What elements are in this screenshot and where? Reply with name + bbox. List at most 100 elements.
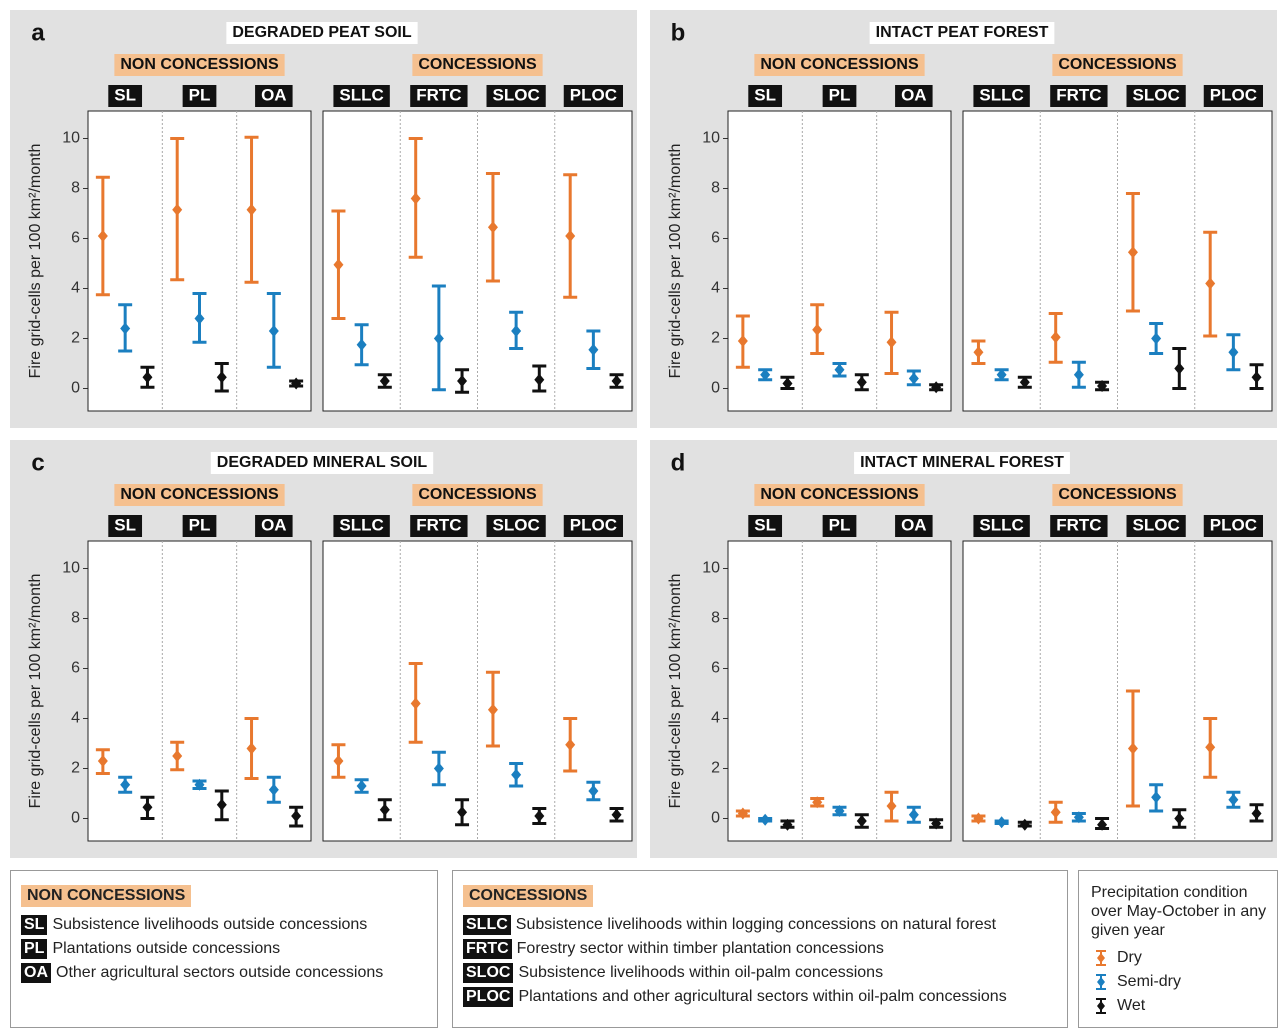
facet-label-box: [486, 85, 546, 107]
legend-item: Dry: [1091, 946, 1265, 970]
facet-label-box: [822, 85, 857, 107]
y-tick-label: 2: [711, 760, 720, 777]
mean-marker: [194, 312, 205, 325]
legend-description: Other agricultural sectors outside conce…: [56, 964, 384, 981]
y-axis-label: Fire grid-cells per 100 km²/month: [667, 144, 684, 379]
plot-area: [727, 540, 952, 842]
mean-marker: [246, 203, 257, 216]
group-label-box: [1052, 54, 1183, 76]
mean-marker: [1205, 277, 1216, 290]
panel-label: a: [31, 19, 45, 46]
facet-label: SLOC: [493, 515, 540, 534]
facet-label-box: [108, 515, 143, 537]
legend-row: FRTC Forestry sector within timber planta…: [463, 937, 1057, 961]
panel-title: DEGRADED MINERAL SOIL: [217, 454, 428, 471]
mean-marker: [611, 808, 622, 821]
group-label: NON CONCESSIONS: [760, 486, 919, 503]
mean-marker: [1174, 362, 1185, 375]
mean-marker: [886, 800, 897, 812]
mean-marker: [246, 742, 257, 755]
plot-area: [87, 540, 312, 842]
y-tick-label: 8: [711, 610, 720, 627]
facet-label-box: [410, 85, 468, 107]
facet-label: PLOC: [570, 85, 617, 104]
panel-title: DEGRADED PEAT SOIL: [232, 24, 412, 41]
facet-label: SL: [754, 85, 776, 104]
facet-label: PL: [189, 515, 211, 534]
mean-marker: [534, 373, 545, 386]
mean-marker: [611, 375, 622, 387]
legend-marker: [1097, 1001, 1105, 1011]
facet-label-box: [255, 85, 293, 107]
mean-marker: [433, 762, 444, 775]
mean-marker: [142, 371, 153, 384]
mean-marker: [142, 801, 153, 814]
group-label-box: [114, 54, 285, 76]
facet-label: OA: [261, 515, 287, 534]
y-tick-label: 6: [711, 230, 720, 247]
panel: a DEGRADED PEAT SOIL Fire grid-cells per 1…: [10, 10, 637, 428]
legend-non-concessions: NON CONCESSIONS SL Subsistence livelihoods…: [10, 870, 438, 1028]
y-tick-label: 10: [62, 560, 80, 577]
mean-marker: [1073, 368, 1084, 381]
group-label: CONCESSIONS: [418, 486, 537, 503]
mean-marker: [565, 230, 576, 242]
mean-marker: [511, 768, 522, 781]
facet-label: PLOC: [1210, 515, 1257, 534]
mean-marker: [737, 807, 748, 820]
mean-marker: [1151, 332, 1162, 345]
legend-code: PL: [21, 939, 48, 959]
mean-marker: [834, 363, 845, 376]
y-tick-label: 6: [71, 660, 80, 677]
group-label-box: [754, 54, 925, 76]
mean-marker: [333, 755, 344, 767]
panel: d INTACT MINERAL FOREST Fire grid-cells pe…: [650, 440, 1277, 858]
mean-marker: [356, 780, 367, 792]
mean-marker: [333, 258, 344, 271]
group-label: CONCESSIONS: [418, 56, 537, 73]
mean-marker: [120, 778, 131, 791]
mean-marker: [172, 203, 183, 216]
mean-marker: [1228, 346, 1239, 359]
mean-marker: [1050, 806, 1061, 819]
mean-marker: [760, 813, 771, 826]
facet-label: OA: [901, 515, 927, 534]
mean-marker: [291, 377, 302, 390]
panel-label: b: [671, 19, 686, 46]
facet-label: OA: [261, 85, 287, 104]
facet-label-box: [748, 85, 783, 107]
facet-label: PLOC: [1210, 85, 1257, 104]
mean-marker: [1097, 380, 1108, 392]
facet-label: SLOC: [493, 85, 540, 104]
legend-code: FRTC: [463, 939, 512, 959]
group-label: NON CONCESSIONS: [120, 56, 279, 73]
mean-marker: [565, 738, 576, 751]
mean-marker: [856, 376, 867, 389]
mean-marker: [588, 343, 599, 356]
legend-row: SLLC Subsistence livelihoods within loggi…: [463, 913, 1057, 937]
panel-title-box: [226, 22, 418, 44]
legend-marker: [1097, 953, 1105, 963]
legend-description: Plantations outside concessions: [52, 940, 281, 957]
facet-label-box: [255, 515, 293, 537]
y-tick-label: 6: [711, 660, 720, 677]
legend-item: Wet: [1091, 994, 1265, 1018]
facet-label: SL: [114, 515, 136, 534]
plot-area: [727, 110, 952, 412]
mean-marker: [1174, 812, 1185, 825]
legend-description: Subsistence livelihoods within logging c…: [515, 916, 997, 933]
legend-concessions: CONCESSIONS SLLC Subsistence livelihoods w…: [452, 870, 1068, 1028]
y-tick-label: 0: [71, 810, 80, 827]
mean-marker: [760, 368, 771, 381]
mean-marker: [534, 810, 545, 822]
mean-marker: [216, 371, 227, 384]
y-tick-label: 8: [71, 180, 80, 197]
mean-marker: [97, 230, 108, 242]
mean-marker: [97, 755, 108, 767]
y-tick-label: 4: [711, 710, 720, 727]
facet-label-box: [410, 515, 468, 537]
facet-label-box: [748, 515, 783, 537]
y-tick-label: 2: [71, 760, 80, 777]
mean-marker: [931, 817, 942, 830]
